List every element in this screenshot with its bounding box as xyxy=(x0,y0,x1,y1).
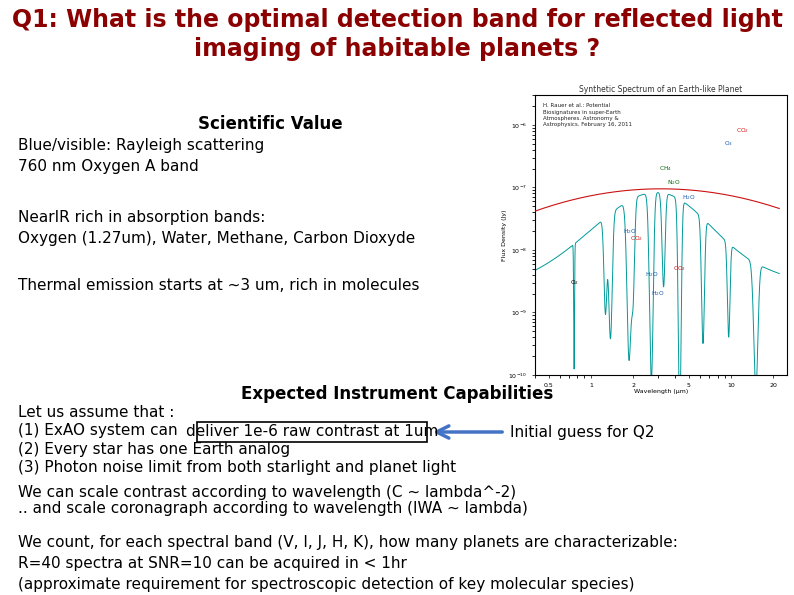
Text: NearIR rich in absorption bands:
Oxygen (1.27um), Water, Methane, Carbon Dioxyde: NearIR rich in absorption bands: Oxygen … xyxy=(18,210,415,246)
Text: CH$_4$: CH$_4$ xyxy=(659,164,672,173)
Text: (2) Every star has one Earth analog: (2) Every star has one Earth analog xyxy=(18,442,290,457)
Text: Let us assume that :: Let us assume that : xyxy=(18,405,175,420)
Text: Scientific Value: Scientific Value xyxy=(198,115,342,133)
Text: CO$_2$: CO$_2$ xyxy=(630,234,642,243)
Text: O$_2$: O$_2$ xyxy=(569,278,579,287)
Text: (3) Photon noise limit from both starlight and planet light: (3) Photon noise limit from both starlig… xyxy=(18,460,456,475)
Text: .. and scale coronagraph according to wavelength (IWA ~ lambda): .. and scale coronagraph according to wa… xyxy=(18,501,528,516)
Text: O$_3$: O$_3$ xyxy=(723,139,733,148)
Y-axis label: Flux Density (Jy): Flux Density (Jy) xyxy=(502,209,507,261)
Text: We count, for each spectral band (V, I, J, H, K), how many planets are character: We count, for each spectral band (V, I, … xyxy=(18,535,678,592)
Text: H$_2$O: H$_2$O xyxy=(682,193,696,202)
FancyBboxPatch shape xyxy=(197,422,427,442)
Text: H. Rauer et al.: Potential
Biosignatures in super-Earth
Atmospheres. Astronomy &: H. Rauer et al.: Potential Biosignatures… xyxy=(542,104,631,127)
Text: deliver 1e-6 raw contrast at 1um: deliver 1e-6 raw contrast at 1um xyxy=(186,424,438,440)
X-axis label: Wavelength (μm): Wavelength (μm) xyxy=(634,389,688,394)
Text: CO$_2$: CO$_2$ xyxy=(736,127,749,135)
Text: We can scale contrast according to wavelength (C ~ lambda^-2): We can scale contrast according to wavel… xyxy=(18,485,516,500)
Text: Expected Instrument Capabilities: Expected Instrument Capabilities xyxy=(241,385,553,403)
Text: N$_2$O: N$_2$O xyxy=(667,178,680,187)
Text: H$_2$O: H$_2$O xyxy=(645,270,658,279)
Text: H$_2$O: H$_2$O xyxy=(623,227,637,236)
Text: Initial guess for Q2: Initial guess for Q2 xyxy=(510,424,654,440)
Text: Thermal emission starts at ~3 um, rich in molecules: Thermal emission starts at ~3 um, rich i… xyxy=(18,278,419,293)
Text: Q1: What is the optimal detection band for reflected light
imaging of habitable : Q1: What is the optimal detection band f… xyxy=(12,8,782,61)
Title: Synthetic Spectrum of an Earth-like Planet: Synthetic Spectrum of an Earth-like Plan… xyxy=(580,85,742,94)
Text: CO$_2$: CO$_2$ xyxy=(673,264,686,273)
Text: Blue/visible: Rayleigh scattering
760 nm Oxygen A band: Blue/visible: Rayleigh scattering 760 nm… xyxy=(18,138,264,174)
Text: H$_2$O: H$_2$O xyxy=(651,289,665,298)
Text: (1) ExAO system can: (1) ExAO system can xyxy=(18,423,183,438)
